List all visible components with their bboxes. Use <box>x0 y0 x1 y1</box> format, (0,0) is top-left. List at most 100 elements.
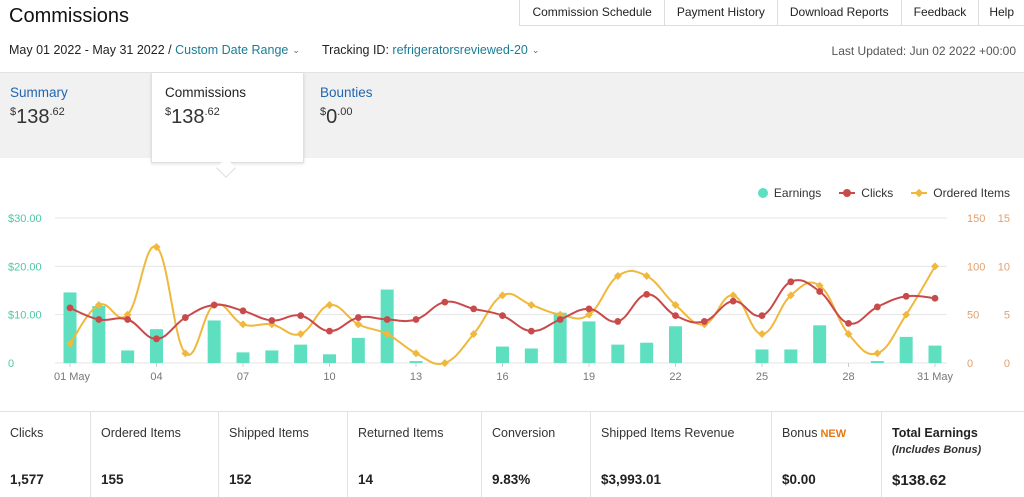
earnings-bar <box>928 345 942 363</box>
earnings-bar <box>524 348 538 363</box>
stat-total-label: Total Earnings <box>892 426 978 440</box>
summary-tabs: Summary $138.62 Commissions $138.62 Boun… <box>0 72 1024 163</box>
earnings-bar <box>553 312 567 363</box>
legend-earnings[interactable]: Earnings <box>757 186 822 200</box>
ordered-items-point <box>873 349 882 358</box>
nav-commission-schedule[interactable]: Commission Schedule <box>520 0 665 25</box>
clicks-point <box>873 303 881 311</box>
earnings-bar <box>207 320 221 363</box>
y-right-tick-label: 15 <box>998 213 1010 225</box>
legend-earnings-label: Earnings <box>773 186 822 200</box>
ordered-items-point <box>931 262 939 271</box>
y-mid-tick-label: 50 <box>967 310 979 322</box>
clicks-point <box>499 312 506 320</box>
stat-clicks-label: Clicks <box>10 426 44 440</box>
stat-ordered-items: Ordered Items 155 <box>91 412 219 497</box>
stat-bonus-value: $0.00 <box>782 472 816 487</box>
nav-feedback[interactable]: Feedback <box>902 0 980 25</box>
earnings-bar <box>582 321 596 363</box>
date-range-filter[interactable]: May 01 2022 - May 31 2022 / Custom Date … <box>9 43 300 57</box>
y-right-tick-label: 0 <box>1004 358 1010 370</box>
earnings-bar <box>784 349 798 363</box>
chevron-down-icon[interactable]: ⌄ <box>531 45 540 55</box>
y-mid-tick-label: 0 <box>967 358 973 370</box>
commissions-chart: $30.00 150 15$20.00 100 10$10.00 50 50 0 001 May… <box>8 213 1010 383</box>
stat-bonus-label: Bonus NEW <box>782 426 847 440</box>
clicks-point <box>66 304 74 312</box>
earnings-bar <box>755 349 769 363</box>
tab-commissions[interactable]: Commissions $138.62 <box>151 73 304 163</box>
earnings-bar <box>669 326 682 363</box>
x-tick-label: 10 <box>323 371 335 383</box>
earnings-bar <box>899 336 913 363</box>
clicks-point <box>153 335 160 343</box>
earnings-bar <box>870 361 884 363</box>
ordered-items-point <box>239 320 247 329</box>
y-left-tick-label: $30.00 <box>8 213 42 225</box>
stat-conversion-value: 9.83% <box>492 472 531 487</box>
stat-shipped-revenue: Shipped Items Revenue $3,993.01 <box>591 412 772 497</box>
ordered-items-point <box>527 301 536 309</box>
clicks-point <box>700 318 708 325</box>
stat-bonus: Bonus NEW $0.00 <box>772 412 882 497</box>
earnings-bar <box>265 350 279 363</box>
clicks-point <box>729 297 737 305</box>
nav-download-reports[interactable]: Download Reports <box>778 0 902 25</box>
y-left-tick-label: 0 <box>8 358 14 370</box>
clicks-point <box>297 312 305 320</box>
y-mid-tick-label: 100 <box>967 261 985 273</box>
clicks-point <box>239 307 247 315</box>
stat-conversion: Conversion 9.83% <box>482 412 591 497</box>
tab-summary[interactable]: Summary $138.62 <box>0 73 150 159</box>
stats-row: Clicks 1,577 Ordered Items 155 Shipped I… <box>0 411 1024 497</box>
clicks-point <box>787 278 795 286</box>
y-mid-tick-label: 150 <box>967 213 985 225</box>
chart-legend: Earnings Clicks Ordered Items <box>740 186 1010 200</box>
x-tick-label: 28 <box>842 371 854 383</box>
ordered-items-point <box>181 349 190 358</box>
earnings-bar <box>409 361 423 363</box>
x-tick-label: 25 <box>756 371 768 383</box>
tab-commissions-label: Commissions <box>165 85 247 100</box>
x-tick-label: 13 <box>410 371 422 383</box>
stat-returned-items: Returned Items 14 <box>348 412 482 497</box>
legend-clicks[interactable]: Clicks <box>839 186 893 200</box>
date-range-option[interactable]: Custom Date Range <box>175 43 289 57</box>
clicks-point <box>181 314 189 321</box>
stat-ordered-value: 155 <box>101 472 124 487</box>
clicks-point <box>412 316 420 323</box>
tab-bounties-label: Bounties <box>320 85 373 100</box>
legend-ordered-items[interactable]: Ordered Items <box>911 186 1010 200</box>
stat-revenue-value: $3,993.01 <box>601 472 662 487</box>
earnings-bar <box>813 325 827 363</box>
stat-ordered-label: Ordered Items <box>101 426 181 440</box>
top-bar: Commissions Commission Schedule Payment … <box>0 0 1024 72</box>
ordered-items-point <box>758 330 766 338</box>
x-tick-label: 01 May <box>54 371 91 383</box>
tab-bounties[interactable]: Bounties $0.00 <box>310 73 460 159</box>
y-right-tick-label: 5 <box>1004 310 1010 322</box>
tab-bounties-value: $0.00 <box>320 106 353 128</box>
clicks-point <box>268 317 276 324</box>
legend-ordered-label: Ordered Items <box>933 186 1010 200</box>
ordered-items-point <box>296 330 305 338</box>
y-left-tick-label: $10.00 <box>8 310 42 322</box>
x-tick-label: 04 <box>150 371 162 383</box>
nav-payment-history[interactable]: Payment History <box>665 0 778 25</box>
clicks-point <box>845 319 852 327</box>
clicks-point <box>470 305 478 313</box>
earnings-bar <box>92 305 106 363</box>
clicks-point <box>95 316 103 323</box>
tracking-label: Tracking ID: <box>322 43 389 57</box>
chevron-down-icon[interactable]: ⌄ <box>292 45 300 55</box>
clicks-point <box>902 292 910 300</box>
last-updated: Last Updated: Jun 02 2022 +00:00 <box>831 44 1016 58</box>
stat-total-value: $138.62 <box>892 472 947 489</box>
tracking-id-value[interactable]: refrigeratorsreviewed-20 <box>392 43 528 57</box>
clicks-point <box>643 290 651 298</box>
ordered-items-point <box>440 359 449 367</box>
nav-help[interactable]: Help <box>989 5 1014 19</box>
tracking-id-filter[interactable]: Tracking ID: refrigeratorsreviewed-20 ⌄ <box>322 43 539 57</box>
earnings-bar <box>236 352 250 363</box>
clicks-point <box>354 314 362 321</box>
